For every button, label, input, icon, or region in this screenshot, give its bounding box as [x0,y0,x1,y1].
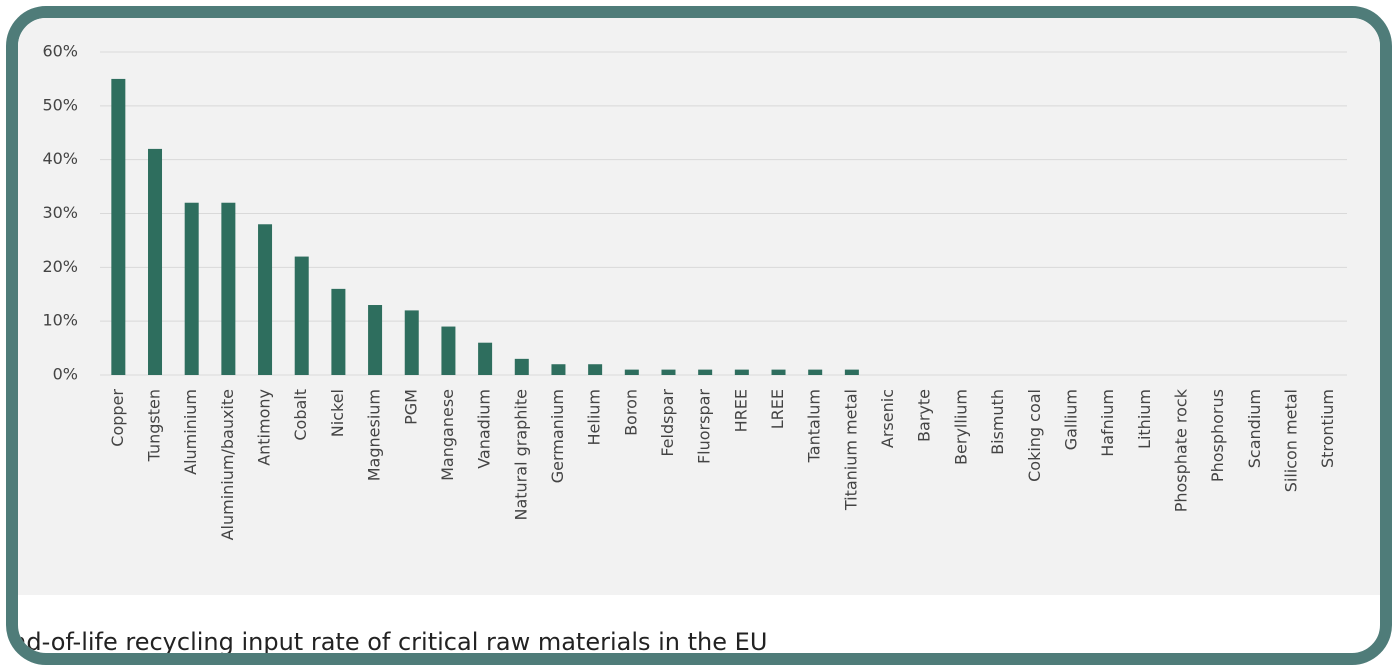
y-tick-label: 60% [42,42,78,61]
x-tick-label: Tantalum [805,389,824,463]
x-tick-label: Beryllium [951,389,970,465]
bar [478,342,493,375]
bar [771,369,786,375]
x-tick-label: Germanium [548,389,567,483]
y-tick-label: 20% [42,257,78,276]
x-tick-label: LREE [768,389,787,429]
x-tick-label: Aluminium/bauxite [218,389,237,540]
x-tick-label: Scandium [1245,389,1264,468]
x-tick-label: Silicon metal [1281,389,1300,492]
bar [368,305,383,375]
x-tick-label: Copper [108,389,127,447]
x-tick-label: Helium [585,389,604,446]
x-tick-label: Bismuth [988,389,1007,455]
chart-panel: 0% 10% 20% 30% 40% 50% 60% Copper Tungsten Alumin… [18,18,1380,595]
bar [698,369,713,375]
y-tick-label: 50% [42,95,78,114]
x-tick-label: Vanadium [475,389,494,469]
bar [514,358,529,375]
x-tick-label: Phosphate rock [1171,388,1190,512]
x-tick-label: PGM [401,389,420,425]
x-tick-label: HREE [731,389,750,432]
x-tick-label: Baryte [915,389,934,442]
x-tick-label: Antimony [255,389,274,466]
caption: End-of-life recycling input rate of crit… [6,628,768,656]
bar [331,288,346,375]
bar [184,202,199,375]
x-tick-label: Tungsten [145,389,164,462]
x-tick-label: Hafnium [1098,389,1117,457]
x-tick-label: Aluminium [181,389,200,475]
x-tick-label: Strontium [1318,389,1337,468]
chart: 0% 10% 20% 30% 40% 50% 60% Copper Tungsten Alumin… [42,42,1347,540]
bar [221,202,236,375]
x-tick-label: Natural graphite [511,389,530,521]
x-tick-label: Feldspar [658,389,677,457]
bar [294,256,309,375]
bar [551,364,566,375]
bar [111,78,126,375]
x-tick-label: Gallium [1061,389,1080,450]
x-tick-label: Arsenic [878,389,897,448]
bar [661,369,676,375]
bar [588,364,603,375]
bar [404,310,419,375]
y-tick-label: 40% [42,149,78,168]
x-tick-label: Magnesium [365,389,384,481]
x-tick-label: Cobalt [291,389,310,441]
x-tick-label: Manganese [438,389,457,481]
x-tick-label: Boron [621,389,640,436]
x-tick-label: Phosphorus [1208,389,1227,482]
x-tick-label: Titanium metal [841,389,860,511]
bar [734,369,749,375]
bar [441,326,456,375]
bar [258,224,273,375]
x-tick-label: Lithium [1135,389,1154,449]
x-tick-label: Fluorspar [695,389,714,464]
bar [148,148,163,375]
bar [808,369,823,375]
bar [844,369,859,375]
x-tick-label: Nickel [328,389,347,437]
frame: 0% 10% 20% 30% 40% 50% 60% Copper Tungsten Alumin… [6,6,1392,665]
bar [624,369,639,375]
y-tick-label: 0% [53,365,78,384]
x-tick-label: Coking coal [1025,389,1044,482]
y-tick-label: 30% [42,203,78,222]
y-tick-label: 10% [42,311,78,330]
